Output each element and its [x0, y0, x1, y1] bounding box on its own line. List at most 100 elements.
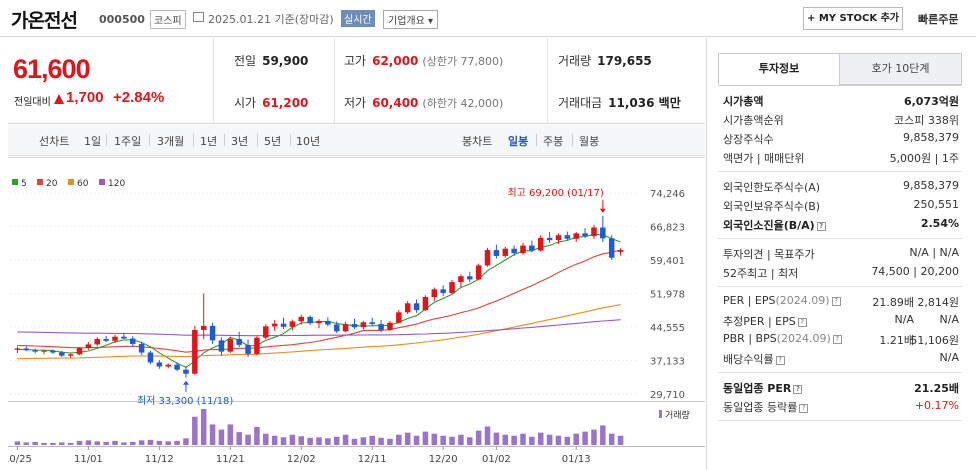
info-row: 외국인소진율(B/A)? 2.54% [718, 214, 962, 233]
help-icon[interactable]: ? [799, 404, 809, 413]
period-1d[interactable]: 1일 [84, 135, 102, 148]
candle-body [440, 289, 446, 293]
period-3y[interactable]: 3년 [231, 135, 249, 148]
candle-body [475, 265, 482, 280]
help-icon[interactable]: ? [797, 318, 807, 327]
current-price: 61,600 [13, 54, 91, 84]
candle-body [298, 316, 305, 322]
volume-bar [183, 438, 189, 445]
candle-body [165, 364, 171, 367]
quick-order-button[interactable]: 빠른주문 [918, 13, 959, 26]
candle-body [94, 338, 101, 345]
volume-legend-label: 거래량 [665, 409, 690, 421]
info-value: 9,858,379 [903, 131, 959, 144]
info-value-mid: 21.89배 [872, 296, 914, 309]
x-tick-label: 01/02 [482, 454, 511, 465]
candle-daily[interactable]: 일봉 [508, 135, 529, 148]
price-change: 1,700 [66, 89, 104, 106]
candle-monthly[interactable]: 월봉 [579, 135, 600, 148]
period-10y[interactable]: 10년 [296, 135, 321, 148]
candle-body [289, 321, 296, 327]
info-row: 투자의견 | 목표주가 N/A | N/A [718, 243, 962, 262]
help-icon[interactable]: ? [832, 335, 842, 344]
info-group: PER | EPS(2024.09)? 21.89배 2,814원 추정PER | E… [718, 287, 962, 373]
help-icon[interactable]: ? [831, 297, 841, 306]
period-1y[interactable]: 1년 [200, 135, 218, 148]
candle-body [413, 303, 420, 311]
volume-bar [14, 441, 21, 445]
candle-body [591, 227, 597, 237]
volume-bar [342, 434, 349, 445]
candle-body [147, 352, 154, 363]
volume-bar [484, 426, 491, 445]
period-toolbar: 선차트 1일 1주일 3개월 1년 3년 5년 10년 봉차트 일봉 주봉 월봉 [8, 125, 705, 156]
info-row: 52주최고 | 최저 74,500 | 20,200 [718, 262, 962, 281]
x-tick-label: 10/25 [8, 454, 32, 465]
info-value-mid: N/A [894, 313, 914, 326]
info-label: PER | EPS(2024.09)? [723, 294, 841, 307]
period-5y[interactable]: 5년 [264, 135, 282, 148]
volume-bar [537, 432, 544, 445]
candlestick-chart-svg[interactable]: 74,246 66,823 59,401 51,978 44,555 37,133 29,7… [3, 157, 705, 470]
candle-body [431, 289, 438, 298]
volume-bar [404, 432, 411, 445]
legend-swatch [37, 179, 43, 185]
y-tick-label: 74,246 [650, 189, 685, 200]
volume-bar [156, 440, 163, 445]
high-annotation: 최고 69,200 (01/17) [507, 187, 603, 199]
info-row: 액면가 | 매매단위 5,000원 | 1주 [718, 147, 962, 166]
info-label: PBR | BPS(2024.09)? [723, 332, 842, 345]
candle-body [76, 348, 83, 355]
period-3m[interactable]: 3개월 [157, 135, 185, 148]
volume-bar [493, 432, 500, 445]
candle-body [342, 324, 349, 332]
y-tick-label: 37,133 [650, 356, 685, 367]
add-mystock-button[interactable]: + MY STOCK 추가 [803, 7, 903, 30]
change-label: 전일대비 [14, 97, 51, 108]
help-icon[interactable]: ? [793, 385, 803, 394]
info-label: 상장주식수 [723, 133, 774, 146]
info-row: 동일업종 PER? 21.25배 [718, 377, 962, 396]
volume-bar [555, 435, 562, 445]
y-tick-label: 51,978 [650, 290, 685, 301]
volume-bar [591, 429, 597, 445]
x-tick-label: 11/01 [74, 454, 103, 465]
price-summary: 61,600 전일대비 1,700 +2.84% 전일 59,900 고가 62,0… [8, 38, 705, 124]
quote-date: 2025.01.21 기준(장마감) [208, 13, 334, 26]
company-overview-dropdown[interactable]: 기업개요 ▾ [383, 10, 438, 29]
realtime-button[interactable]: 실시간 [341, 10, 375, 27]
info-group: 외국인한도주식수(A) 9,858,379 외국인보유주식수(B) 250,551 외국… [718, 172, 962, 239]
candle-body [59, 352, 65, 356]
volume-bar [32, 441, 38, 445]
candle-weekly[interactable]: 주봉 [543, 135, 564, 148]
price-change-percent: +2.84% [113, 89, 165, 106]
price-chart[interactable]: 74,246 66,823 59,401 51,978 44,555 37,133 29,7… [3, 157, 705, 470]
info-label: 배당수익률? [723, 351, 785, 367]
info-row: 시가총액순위 코스피 338위 [718, 109, 962, 128]
help-icon[interactable]: ? [816, 222, 826, 231]
candle-body [200, 325, 207, 330]
period-1w[interactable]: 1주일 [114, 135, 142, 148]
volume-bar [129, 441, 136, 445]
volume-bar [449, 436, 455, 445]
volume-bar [413, 435, 420, 445]
tab-invest-info[interactable]: 투자정보 [718, 53, 840, 85]
info-label: 시가총액순위 [723, 114, 784, 127]
info-row: 배당수익률? N/A [718, 348, 962, 367]
candle-body [103, 338, 109, 341]
volume: 거래량 179,655 [558, 54, 652, 68]
ma-line-60 [17, 304, 621, 360]
help-icon[interactable]: ? [775, 356, 785, 365]
legend-label: 60 [77, 179, 89, 189]
volume-bar [617, 435, 624, 445]
candle-body [449, 282, 455, 293]
legend-label: 20 [46, 179, 58, 189]
line-chart-label[interactable]: 선차트 [39, 135, 70, 148]
volume-bar [298, 436, 305, 445]
x-tick-label: 11/21 [216, 454, 245, 465]
tab-orderbook[interactable]: 호가 10단계 [839, 53, 962, 85]
volume-bar [608, 433, 615, 445]
candle-body [422, 297, 429, 311]
candle-body [369, 322, 375, 325]
volume-legend-swatch [659, 410, 662, 418]
